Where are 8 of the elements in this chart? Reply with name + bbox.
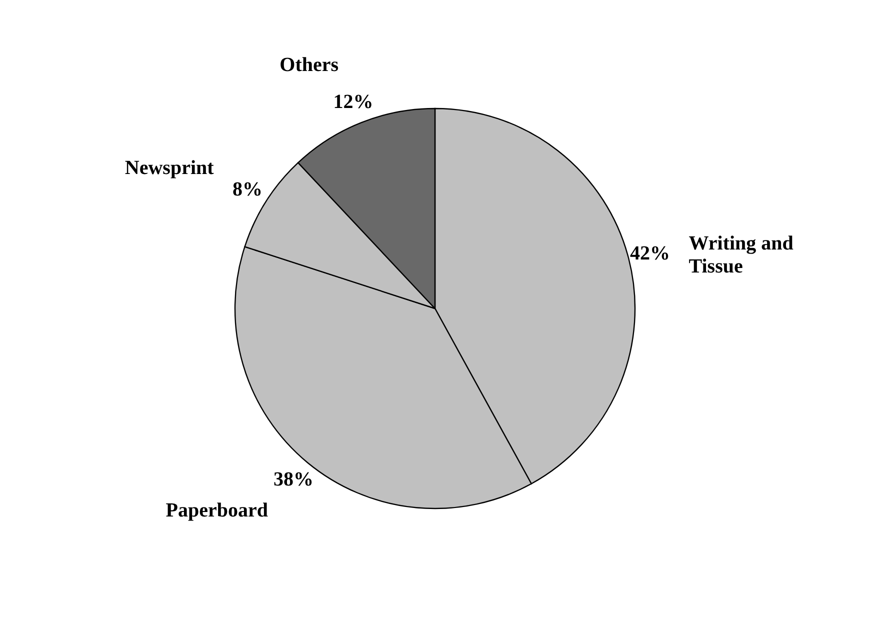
slice-label: Writing and Tissue (688, 232, 794, 278)
slice-label: Newsprint (124, 157, 214, 180)
slice-label: Others (280, 54, 339, 76)
slice-label: Paperboard (166, 499, 268, 522)
data-label: 12% (333, 91, 374, 114)
data-label: 8% (232, 178, 263, 201)
data-label: 42% (630, 242, 670, 264)
data-label: 38% (273, 468, 314, 491)
